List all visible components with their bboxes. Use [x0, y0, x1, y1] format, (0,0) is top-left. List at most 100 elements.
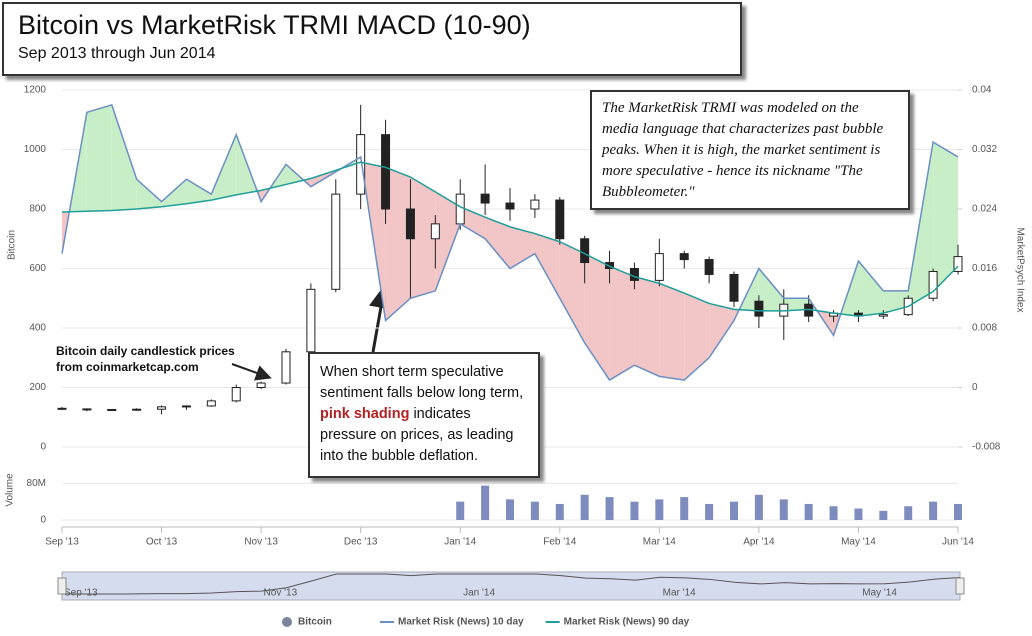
volume-bar [804, 503, 813, 520]
x-tick-label: Mar '14 [643, 537, 676, 548]
y-tick-label: 80M [27, 478, 46, 489]
candle-body [206, 400, 216, 407]
chart-title: Bitcoin vs MarketRisk TRMI MACD (10-90) [18, 10, 531, 40]
fill-region [186, 179, 212, 204]
volume-bar [506, 499, 514, 520]
x-tick-label: Oct '13 [146, 537, 178, 548]
y-tick-label: 0 [40, 442, 46, 453]
fill-region [634, 276, 660, 377]
y-tick-label: 0 [40, 515, 46, 526]
candle-body [132, 408, 142, 411]
candle-body [754, 300, 764, 317]
fill-region [410, 177, 436, 299]
candle-body [555, 199, 565, 240]
candle-body [530, 199, 540, 210]
navigator-label: May '14 [862, 588, 897, 599]
fill-region [684, 293, 710, 381]
y2-tick-label: 0.032 [972, 144, 997, 155]
volume-bar [481, 485, 490, 520]
y2-tick-label: 0.008 [972, 323, 997, 334]
y2-tick-label: 0.04 [972, 85, 992, 96]
navigator[interactable] [61, 571, 961, 601]
candle-body [679, 253, 689, 261]
title-box: Bitcoin vs MarketRisk TRMI MACD (10-90) … [2, 2, 742, 76]
candle-body [580, 238, 590, 264]
legend: Bitcoin Market Risk (News) 10 day Market R… [282, 617, 690, 628]
fill-region [161, 179, 187, 207]
candle-body [953, 256, 963, 272]
candle-body [57, 407, 67, 410]
volume-bar [555, 503, 564, 520]
y-tick-label: 1000 [24, 144, 47, 155]
x-tick-label: Jun '14 [942, 537, 974, 548]
navigator-line [61, 573, 961, 595]
volume-bar [530, 501, 539, 520]
candle-body [704, 259, 714, 275]
candle-body [256, 382, 266, 389]
legend-label: Market Risk (News) 10 day [398, 617, 524, 628]
volume-bar [680, 497, 689, 520]
candle-body [878, 314, 888, 317]
y-tick-label: 600 [29, 263, 46, 274]
x-tick-label: Dec '13 [344, 537, 378, 548]
volume-bar [829, 506, 838, 520]
volume-bar [954, 503, 962, 520]
candle-body [729, 273, 739, 302]
y-axis-label: Bitcoin [7, 230, 18, 260]
volume-bar [754, 494, 763, 520]
fill-region [659, 283, 685, 381]
fill-region [86, 104, 112, 212]
x-tick-label: Feb '14 [543, 537, 576, 548]
candle-body [505, 202, 515, 210]
fill-region [559, 241, 585, 343]
candle-body [181, 405, 191, 408]
candle-body [928, 270, 938, 299]
fill-region [783, 298, 809, 311]
note-text: indicates pressure on prices, as leading… [320, 406, 514, 464]
navigator-handle[interactable] [57, 577, 67, 595]
y-tick-label: 800 [29, 204, 46, 215]
candle-body [654, 253, 664, 281]
note-highlight: pink shading [320, 406, 410, 422]
chart-subtitle: Sep 2013 through Jun 2014 [18, 45, 216, 62]
fill-region [111, 104, 137, 211]
volume-axis-label: Volume [5, 473, 16, 507]
y2-tick-label: 0.024 [972, 204, 997, 215]
candle-body [455, 193, 465, 225]
candle-note: Bitcoin daily candlestick prices from co… [56, 344, 235, 374]
volume-bar [929, 501, 938, 520]
y-tick-label: 1200 [24, 85, 47, 96]
navigator-label: Nov '13 [264, 588, 298, 599]
y2-tick-label: -0.008 [972, 442, 1001, 453]
volume-bar [705, 503, 714, 520]
volume-bar [879, 510, 888, 520]
fill-region [858, 261, 884, 317]
volume-bar [580, 494, 589, 520]
fill-region [435, 191, 461, 291]
fill-region [609, 266, 635, 381]
fill-region [136, 179, 162, 209]
candle-body [306, 288, 316, 353]
x-tick-label: Apr '14 [743, 537, 775, 548]
volume-bar [630, 501, 639, 520]
line-series [61, 103, 959, 382]
fill-region [709, 303, 734, 358]
volume-bar [605, 497, 614, 520]
x-tick-label: Sep '13 [45, 537, 79, 548]
candles [57, 104, 963, 415]
legend-label: Bitcoin [298, 617, 332, 628]
note-text: When short term speculative sentiment fa… [320, 364, 524, 401]
navigator-label: Jan '14 [463, 588, 495, 599]
candle-body [107, 409, 117, 412]
navigator-label: Mar '14 [663, 588, 696, 599]
candle-body [405, 208, 415, 240]
volume-bar [655, 499, 664, 520]
candle-body [480, 193, 490, 204]
x-tick-label: Nov '13 [244, 537, 278, 548]
fill-region [534, 233, 560, 299]
fill-region [584, 253, 610, 381]
navigator-handle[interactable] [955, 577, 965, 595]
volume-bar [779, 499, 788, 520]
x-tick-label: Jan '14 [444, 537, 476, 548]
